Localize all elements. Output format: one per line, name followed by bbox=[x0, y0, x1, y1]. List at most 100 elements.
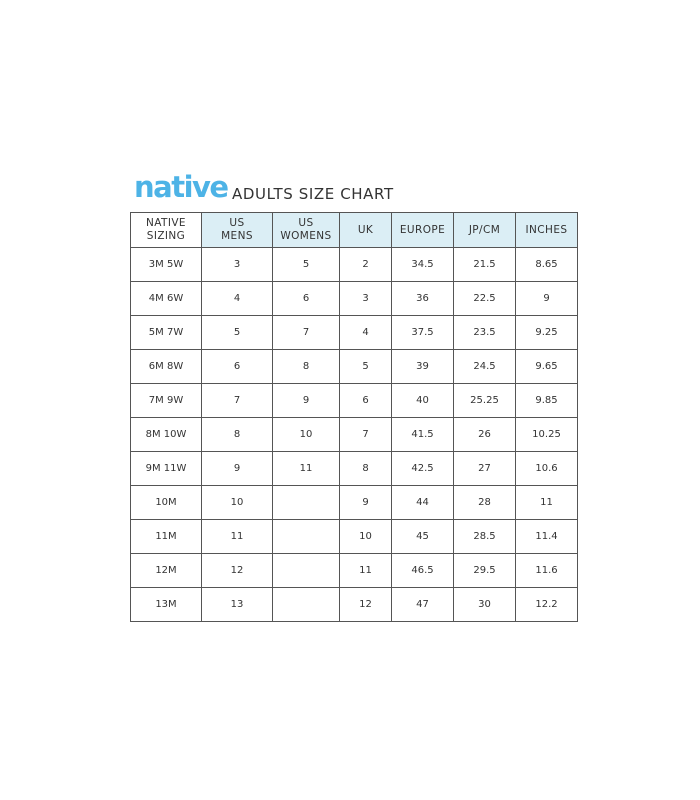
table-cell bbox=[272, 519, 340, 554]
table-cell: 5 bbox=[201, 315, 273, 350]
table-cell: 10 bbox=[339, 519, 392, 554]
table-cell: 12 bbox=[201, 553, 273, 588]
table-cell: 11 bbox=[339, 553, 392, 588]
size-chart-table: NATIVE SIZING US MENS US WOMENS UK EUROPE JP/CM I… bbox=[130, 212, 578, 622]
table-cell: 3 bbox=[339, 281, 392, 316]
table-cell: 28 bbox=[453, 485, 516, 520]
column-header-text: NATIVE bbox=[146, 217, 186, 229]
column-header: JP/CM bbox=[453, 212, 516, 248]
table-cell: 23.5 bbox=[453, 315, 516, 350]
table-cell: 21.5 bbox=[453, 247, 516, 282]
table-cell: 9.25 bbox=[515, 315, 578, 350]
table-cell: 13M bbox=[130, 587, 202, 622]
table-cell: 45 bbox=[391, 519, 454, 554]
table-cell: 13 bbox=[201, 587, 273, 622]
column-header: US WOMENS bbox=[272, 212, 340, 248]
table-cell: 6M 8W bbox=[130, 349, 202, 384]
column-header-text: MENS bbox=[221, 230, 253, 242]
table-cell: 24.5 bbox=[453, 349, 516, 384]
native-logo: native bbox=[134, 170, 229, 204]
table-cell: 10 bbox=[201, 485, 273, 520]
table-cell: 25.25 bbox=[453, 383, 516, 418]
table-cell: 11.4 bbox=[515, 519, 578, 554]
table-cell: 26 bbox=[453, 417, 516, 452]
table-cell: 4 bbox=[201, 281, 273, 316]
table-cell: 10.25 bbox=[515, 417, 578, 452]
column-header-text: US bbox=[229, 217, 245, 229]
table-cell: 47 bbox=[391, 587, 454, 622]
table-cell bbox=[272, 485, 340, 520]
table-cell: 7 bbox=[272, 315, 340, 350]
table-cell: 12M bbox=[130, 553, 202, 588]
table-cell bbox=[272, 587, 340, 622]
table-cell bbox=[272, 553, 340, 588]
table-row: 10M 10 9 44 28 11 bbox=[130, 485, 578, 520]
table-cell: 9M 11W bbox=[130, 451, 202, 486]
column-header-text: WOMENS bbox=[280, 230, 332, 242]
table-cell: 6 bbox=[201, 349, 273, 384]
column-header: INCHES bbox=[515, 212, 578, 248]
table-row: 9M 11W 9 11 8 42.5 27 10.6 bbox=[130, 451, 578, 486]
table-cell: 37.5 bbox=[391, 315, 454, 350]
table-cell: 22.5 bbox=[453, 281, 516, 316]
table-cell: 11.6 bbox=[515, 553, 578, 588]
table-cell: 10.6 bbox=[515, 451, 578, 486]
table-cell: 42.5 bbox=[391, 451, 454, 486]
table-cell: 9 bbox=[201, 451, 273, 486]
table-cell: 28.5 bbox=[453, 519, 516, 554]
table-cell: 9 bbox=[339, 485, 392, 520]
table-row: 12M 12 11 46.5 29.5 11.6 bbox=[130, 553, 578, 588]
table-cell: 8 bbox=[201, 417, 273, 452]
column-header-text: US bbox=[298, 217, 314, 229]
header-row: NATIVE SIZING US MENS US WOMENS UK EUROPE JP/CM I… bbox=[130, 212, 578, 248]
table-cell: 7 bbox=[339, 417, 392, 452]
table-cell: 2 bbox=[339, 247, 392, 282]
table-cell: 8.65 bbox=[515, 247, 578, 282]
table-cell: 12.2 bbox=[515, 587, 578, 622]
table-cell: 4M 6W bbox=[130, 281, 202, 316]
table-cell: 4 bbox=[339, 315, 392, 350]
table-cell: 7 bbox=[201, 383, 273, 418]
table-cell: 34.5 bbox=[391, 247, 454, 282]
table-cell: 30 bbox=[453, 587, 516, 622]
table-row: 5M 7W 5 7 4 37.5 23.5 9.25 bbox=[130, 315, 578, 350]
column-header-text: UK bbox=[357, 223, 374, 236]
table-cell: 29.5 bbox=[453, 553, 516, 588]
table-cell: 7M 9W bbox=[130, 383, 202, 418]
table-cell: 11 bbox=[272, 451, 340, 486]
table-cell: 44 bbox=[391, 485, 454, 520]
table-cell: 9.65 bbox=[515, 349, 578, 384]
table-cell: 3 bbox=[201, 247, 273, 282]
table-row: 6M 8W 6 8 5 39 24.5 9.65 bbox=[130, 349, 578, 384]
table-cell: 39 bbox=[391, 349, 454, 384]
table-cell: 8 bbox=[339, 451, 392, 486]
table-cell: 6 bbox=[339, 383, 392, 418]
table-cell: 5 bbox=[272, 247, 340, 282]
table-cell: 41.5 bbox=[391, 417, 454, 452]
table-cell: 5 bbox=[339, 349, 392, 384]
table-cell: 12 bbox=[339, 587, 392, 622]
table-cell: 5M 7W bbox=[130, 315, 202, 350]
column-header-text: INCHES bbox=[525, 223, 568, 236]
table-cell: 9 bbox=[272, 383, 340, 418]
table-cell: 8 bbox=[272, 349, 340, 384]
table-row: 4M 6W 4 6 3 36 22.5 9 bbox=[130, 281, 578, 316]
column-header-text: JP/CM bbox=[468, 223, 501, 236]
table-cell: 46.5 bbox=[391, 553, 454, 588]
table-row: 3M 5W 3 5 2 34.5 21.5 8.65 bbox=[130, 247, 578, 282]
column-header: NATIVE SIZING bbox=[130, 212, 202, 248]
column-header: EUROPE bbox=[391, 212, 454, 248]
table-row: 8M 10W 8 10 7 41.5 26 10.25 bbox=[130, 417, 578, 452]
chart-title: ADULTS SIZE CHART bbox=[232, 185, 394, 203]
table-cell: 9.85 bbox=[515, 383, 578, 418]
table-cell: 10M bbox=[130, 485, 202, 520]
table-cell: 8M 10W bbox=[130, 417, 202, 452]
column-header-text: EUROPE bbox=[399, 223, 446, 236]
table-cell: 11 bbox=[515, 485, 578, 520]
column-header: US MENS bbox=[201, 212, 273, 248]
table-cell: 9 bbox=[515, 281, 578, 316]
table-cell: 11M bbox=[130, 519, 202, 554]
column-header: UK bbox=[339, 212, 392, 248]
column-header-text: SIZING bbox=[146, 230, 186, 242]
table-cell: 6 bbox=[272, 281, 340, 316]
